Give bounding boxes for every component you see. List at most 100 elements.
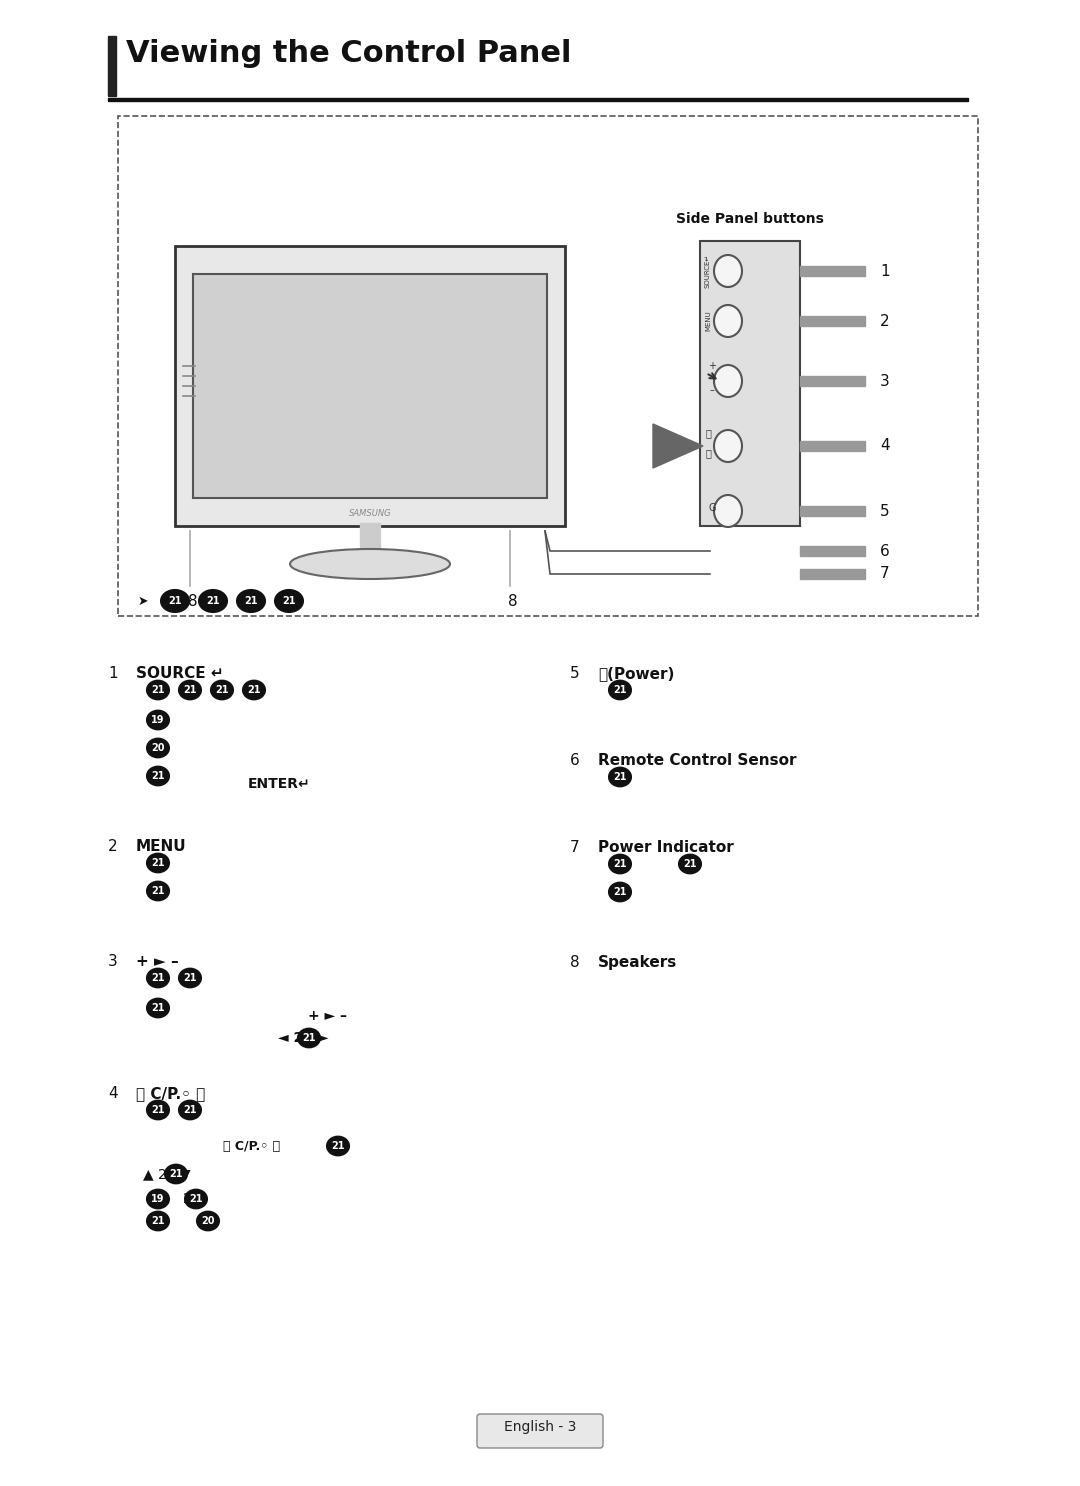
Ellipse shape	[147, 1190, 168, 1208]
Text: 4: 4	[880, 438, 890, 453]
Ellipse shape	[147, 767, 168, 785]
Text: 21: 21	[613, 887, 626, 898]
Ellipse shape	[237, 590, 265, 612]
Text: MENU: MENU	[136, 840, 187, 854]
Ellipse shape	[147, 881, 168, 901]
Text: 〈: 〈	[705, 428, 711, 438]
Text: 21: 21	[282, 596, 296, 606]
Text: 3: 3	[880, 373, 890, 388]
Text: 21: 21	[247, 685, 260, 695]
Ellipse shape	[714, 495, 742, 528]
Text: 21: 21	[684, 859, 697, 869]
Text: 21: 21	[206, 596, 219, 606]
Text: 8: 8	[188, 594, 198, 609]
Text: 21: 21	[151, 1106, 165, 1114]
Text: 6: 6	[570, 753, 580, 768]
Text: 1: 1	[880, 263, 890, 278]
Bar	[118, 116, 978, 617]
Ellipse shape	[714, 256, 742, 287]
Bar	[800, 376, 865, 386]
Bar	[800, 317, 865, 325]
Ellipse shape	[609, 768, 631, 786]
Bar	[800, 507, 865, 516]
Text: English - 3: English - 3	[503, 1421, 577, 1434]
Text: 21: 21	[215, 685, 229, 695]
Text: 21: 21	[151, 685, 165, 695]
Text: SOURCE↵: SOURCE↵	[705, 254, 711, 288]
Ellipse shape	[185, 1190, 207, 1208]
Bar	[800, 266, 865, 276]
Ellipse shape	[714, 366, 742, 397]
Bar	[193, 273, 546, 498]
Ellipse shape	[714, 429, 742, 462]
Text: +: +	[708, 361, 716, 372]
Bar	[800, 569, 865, 580]
Text: + ► –: + ► –	[136, 954, 179, 969]
Text: Speakers: Speakers	[598, 955, 677, 970]
Text: 5: 5	[880, 504, 890, 519]
Ellipse shape	[199, 590, 227, 612]
Ellipse shape	[165, 1165, 187, 1183]
Text: Remote Control Sensor: Remote Control Sensor	[598, 753, 797, 768]
Text: 19: 19	[151, 715, 165, 725]
Bar	[700, 241, 800, 526]
Text: 20: 20	[201, 1216, 215, 1226]
Ellipse shape	[147, 1101, 168, 1119]
Text: 1: 1	[108, 666, 118, 681]
Bar	[360, 523, 380, 551]
Bar	[108, 36, 116, 97]
Text: Power Indicator: Power Indicator	[598, 840, 733, 854]
Text: 8: 8	[570, 955, 580, 970]
Text: 19: 19	[151, 1193, 165, 1204]
Ellipse shape	[147, 999, 168, 1018]
Ellipse shape	[179, 681, 201, 700]
Text: 2: 2	[880, 314, 890, 328]
Ellipse shape	[291, 548, 450, 580]
Ellipse shape	[147, 710, 168, 730]
Text: 4: 4	[108, 1086, 118, 1101]
Ellipse shape	[609, 681, 631, 700]
Ellipse shape	[197, 1211, 219, 1230]
Text: 21: 21	[184, 973, 197, 984]
Text: 7: 7	[880, 566, 890, 581]
Text: 21: 21	[168, 596, 181, 606]
Text: 21: 21	[151, 886, 165, 896]
Text: 21: 21	[151, 1003, 165, 1013]
Ellipse shape	[147, 681, 168, 700]
Bar	[175, 247, 565, 526]
Text: 6: 6	[880, 544, 890, 559]
Text: 21: 21	[332, 1141, 345, 1152]
Text: 21: 21	[151, 857, 165, 868]
Text: 21: 21	[184, 1106, 197, 1114]
Ellipse shape	[243, 681, 265, 700]
Text: ▲ 21 ▼: ▲ 21 ▼	[143, 1167, 191, 1181]
Ellipse shape	[275, 590, 303, 612]
Text: 3: 3	[108, 954, 118, 969]
Text: ➤: ➤	[138, 594, 149, 608]
Ellipse shape	[714, 305, 742, 337]
Text: 21: 21	[151, 1216, 165, 1226]
Ellipse shape	[298, 1028, 320, 1048]
Text: 21: 21	[170, 1169, 183, 1178]
Text: 5: 5	[570, 666, 580, 681]
Text: 21: 21	[613, 685, 626, 695]
Ellipse shape	[147, 739, 168, 758]
Ellipse shape	[679, 854, 701, 874]
Ellipse shape	[147, 969, 168, 987]
Ellipse shape	[161, 590, 189, 612]
Text: 21: 21	[302, 1033, 315, 1043]
Text: 21: 21	[184, 685, 197, 695]
Text: ENTER↵: ENTER↵	[248, 777, 311, 791]
Text: 7: 7	[570, 840, 580, 854]
Text: MENU: MENU	[705, 311, 711, 331]
Ellipse shape	[609, 854, 631, 874]
Text: Side Panel buttons: Side Panel buttons	[676, 212, 824, 226]
Text: 〈 C/P.◦ 〉: 〈 C/P.◦ 〉	[222, 1140, 280, 1153]
Text: 〉: 〉	[705, 447, 711, 458]
Ellipse shape	[327, 1137, 349, 1155]
Ellipse shape	[147, 1211, 168, 1230]
Ellipse shape	[211, 681, 233, 700]
Text: –: –	[710, 385, 715, 395]
Polygon shape	[653, 424, 703, 468]
Text: 8: 8	[509, 594, 517, 609]
